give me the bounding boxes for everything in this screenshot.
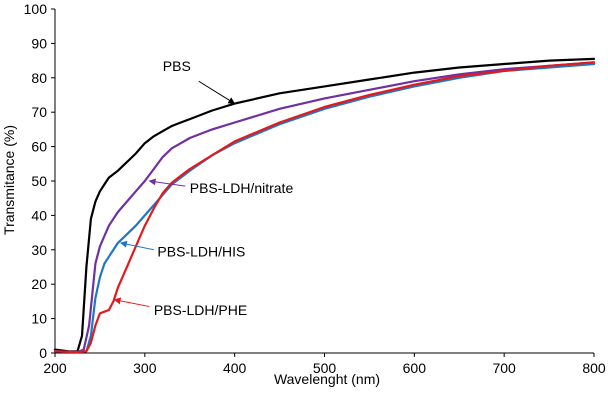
axes — [54, 9, 594, 354]
y-tick-label: 60 — [31, 139, 47, 155]
annotation-label-pbs-ldh-nitrate: PBS-LDH/nitrate — [190, 180, 294, 196]
annotation-arrow-pbs-ldh-phe — [113, 297, 150, 308]
annotation-label-pbs-ldh-phe: PBS-LDH/PHE — [154, 302, 247, 318]
annotation-arrow-pbs — [198, 80, 236, 105]
y-tick-label: 10 — [31, 311, 47, 327]
annotation-arrow-pbs-ldh-his — [119, 240, 154, 251]
series-line-pbs-ldh-nitrate — [53, 61, 596, 354]
x-tick-label: 300 — [133, 360, 157, 376]
y-tick-label: 80 — [31, 70, 47, 86]
series-line-pbs — [53, 57, 596, 353]
y-tick-label: 50 — [31, 173, 47, 189]
y-tick-label: 100 — [24, 1, 48, 17]
x-tick-label: 400 — [223, 360, 247, 376]
x-tick-label: 500 — [313, 360, 337, 376]
x-tick-label: 800 — [582, 360, 606, 376]
y-axis-title: Transmitance (%) — [1, 125, 17, 235]
x-axis-title: Wavelenght (nm) — [274, 371, 380, 387]
y-tick-label: 90 — [31, 35, 47, 51]
annotations: PBS PBS-LDH/nitrate PBS-LDH/HIS PBS-LDH/PHE — [113, 58, 294, 318]
y-tick-label: 20 — [31, 276, 47, 292]
annotation-arrow-pbs-ldh-nitrate — [148, 178, 186, 187]
series-line-pbs-ldh-phe — [53, 61, 596, 354]
x-tick-label: 700 — [492, 360, 516, 376]
y-tick-label: 0 — [39, 345, 47, 361]
x-tick-label: 200 — [43, 360, 67, 376]
y-tick-label: 30 — [31, 242, 47, 258]
y-tick-label: 70 — [31, 104, 47, 120]
series-layer — [53, 57, 596, 354]
x-tick-label: 600 — [403, 360, 427, 376]
y-tick-label: 40 — [31, 207, 47, 223]
annotation-label-pbs-ldh-his: PBS-LDH/HIS — [157, 244, 245, 260]
annotation-label-pbs: PBS — [163, 58, 191, 74]
tick-marks: 0 10 20 30 40 50 60 70 80 90 100 200 300 400 500 600 700… — [24, 1, 606, 376]
